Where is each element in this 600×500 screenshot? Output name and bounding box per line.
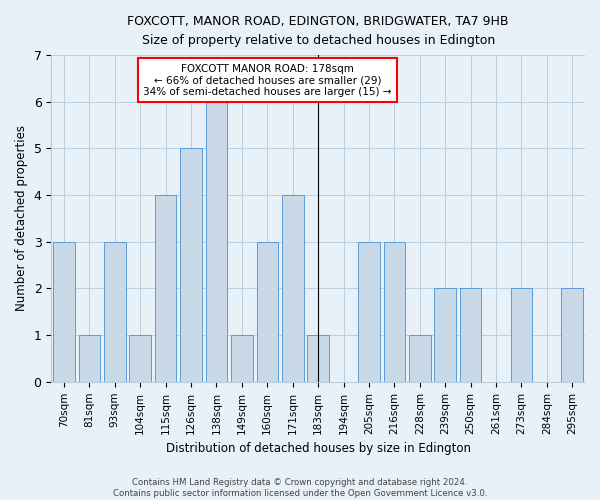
Bar xyxy=(155,195,176,382)
Bar xyxy=(231,335,253,382)
Text: Contains HM Land Registry data © Crown copyright and database right 2024.
Contai: Contains HM Land Registry data © Crown c… xyxy=(113,478,487,498)
Y-axis label: Number of detached properties: Number of detached properties xyxy=(15,126,28,312)
Bar xyxy=(206,102,227,382)
Bar xyxy=(409,335,431,382)
Bar xyxy=(282,195,304,382)
Bar xyxy=(307,335,329,382)
Bar xyxy=(511,288,532,382)
Bar xyxy=(434,288,456,382)
Bar xyxy=(180,148,202,382)
Bar xyxy=(53,242,75,382)
Bar xyxy=(79,335,100,382)
Bar xyxy=(104,242,125,382)
Bar xyxy=(358,242,380,382)
Bar xyxy=(130,335,151,382)
Bar xyxy=(257,242,278,382)
Bar xyxy=(460,288,481,382)
Text: FOXCOTT MANOR ROAD: 178sqm
← 66% of detached houses are smaller (29)
34% of semi: FOXCOTT MANOR ROAD: 178sqm ← 66% of deta… xyxy=(143,64,392,96)
X-axis label: Distribution of detached houses by size in Edington: Distribution of detached houses by size … xyxy=(166,442,470,455)
Title: FOXCOTT, MANOR ROAD, EDINGTON, BRIDGWATER, TA7 9HB
Size of property relative to : FOXCOTT, MANOR ROAD, EDINGTON, BRIDGWATE… xyxy=(127,15,509,47)
Bar xyxy=(383,242,405,382)
Bar xyxy=(562,288,583,382)
